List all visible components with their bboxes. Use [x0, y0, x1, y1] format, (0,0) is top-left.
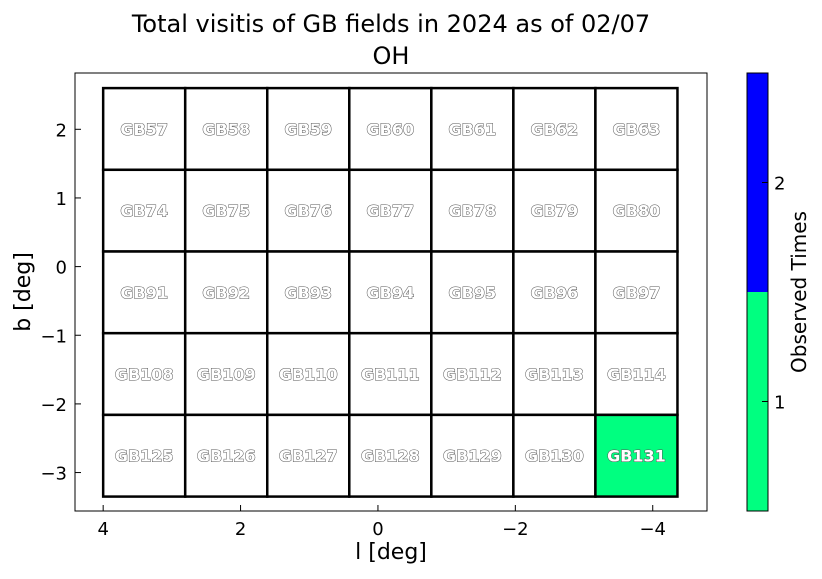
field-label: GB79 [531, 202, 579, 221]
field-cell [594, 413, 679, 498]
field-cell [594, 168, 679, 253]
field-label: GB96 [531, 283, 579, 302]
field-label: GB129 [443, 447, 502, 466]
field-cell [101, 168, 187, 253]
colorbar-tick-label: 1 [774, 393, 785, 414]
y-axis-label: b [deg] [11, 252, 36, 332]
colorbar: 12 [746, 72, 785, 512]
field-cell [183, 86, 269, 172]
field-label: GB112 [443, 365, 502, 384]
field-label: GB57 [120, 120, 168, 139]
field-label: GB60 [367, 120, 415, 139]
colorbar-label: Observed Times [787, 211, 811, 373]
field-label: GB63 [613, 120, 661, 139]
field-label: GB113 [525, 365, 584, 384]
field-cell [512, 413, 597, 498]
field-label: GB61 [449, 120, 497, 139]
field-label: GB58 [202, 120, 250, 139]
chart-title-line2: OH [373, 42, 410, 70]
x-tick-label: −4 [639, 519, 666, 540]
field-label: GB131 [607, 447, 666, 466]
field-cell [265, 168, 351, 253]
field-label: GB74 [120, 202, 168, 221]
chart-title-line1: Total visitis of GB fields in 2024 as of… [131, 10, 650, 38]
field-cell [101, 331, 187, 417]
y-tick-label: 2 [56, 120, 67, 141]
field-cell [512, 250, 597, 335]
x-tick-label: 2 [235, 519, 246, 540]
field-label: GB75 [202, 202, 250, 221]
field-cell [430, 168, 515, 253]
y-axis: 2 1 0 −1 −2 −3 [40, 120, 81, 485]
field-label: GB92 [202, 283, 250, 302]
field-label: GB78 [449, 202, 497, 221]
x-axis: 4 2 0 −2 −4 [97, 505, 666, 540]
y-tick-label: −2 [40, 395, 67, 416]
field-cell [101, 86, 187, 172]
field-cell [183, 331, 269, 417]
field-cell [594, 250, 679, 335]
y-tick-label: −3 [40, 464, 67, 485]
field-label: GB77 [367, 202, 415, 221]
x-tick-label: 4 [97, 519, 108, 540]
y-tick-label: 0 [56, 258, 67, 279]
field-label: GB128 [361, 447, 420, 466]
field-label: GB97 [613, 283, 661, 302]
field-cell [183, 250, 269, 335]
y-tick-label: 1 [56, 189, 67, 210]
field-label: GB110 [279, 365, 338, 384]
x-tick-label: 0 [372, 519, 383, 540]
field-cell [430, 250, 515, 335]
colorbar-frame [746, 72, 769, 512]
colorbar-segment [747, 73, 768, 292]
colorbar-segment [747, 292, 768, 511]
field-cell [512, 331, 597, 417]
field-label: GB126 [197, 447, 256, 466]
field-label: GB127 [279, 447, 338, 466]
field-label: GB93 [284, 283, 332, 302]
field-label: GB59 [284, 120, 332, 139]
field-grid: GB57 GB58 GB59 GB60 GB61 GB62 GB63 GB74 GB75 GB76… [101, 86, 679, 498]
field-cell [265, 413, 351, 498]
field-cell [265, 250, 351, 335]
x-axis-label: l [deg] [355, 540, 427, 565]
colorbar-tick-label: 2 [774, 174, 785, 195]
axes-frame [74, 72, 708, 512]
y-tick-label: −1 [40, 326, 67, 347]
field-label: GB80 [613, 202, 661, 221]
field-label: GB94 [367, 283, 415, 302]
field-label: GB114 [607, 365, 666, 384]
field-label: GB111 [361, 365, 420, 384]
field-label: GB91 [120, 283, 168, 302]
field-label: GB95 [449, 283, 497, 302]
field-cell [101, 413, 187, 498]
field-label: GB109 [197, 365, 256, 384]
x-tick-label: −2 [502, 519, 529, 540]
field-cell [512, 86, 597, 172]
field-label: GB62 [531, 120, 579, 139]
field-label: GB130 [525, 447, 584, 466]
field-label: GB76 [284, 202, 332, 221]
field-label: GB125 [115, 447, 174, 466]
field-label: GB108 [115, 365, 174, 384]
